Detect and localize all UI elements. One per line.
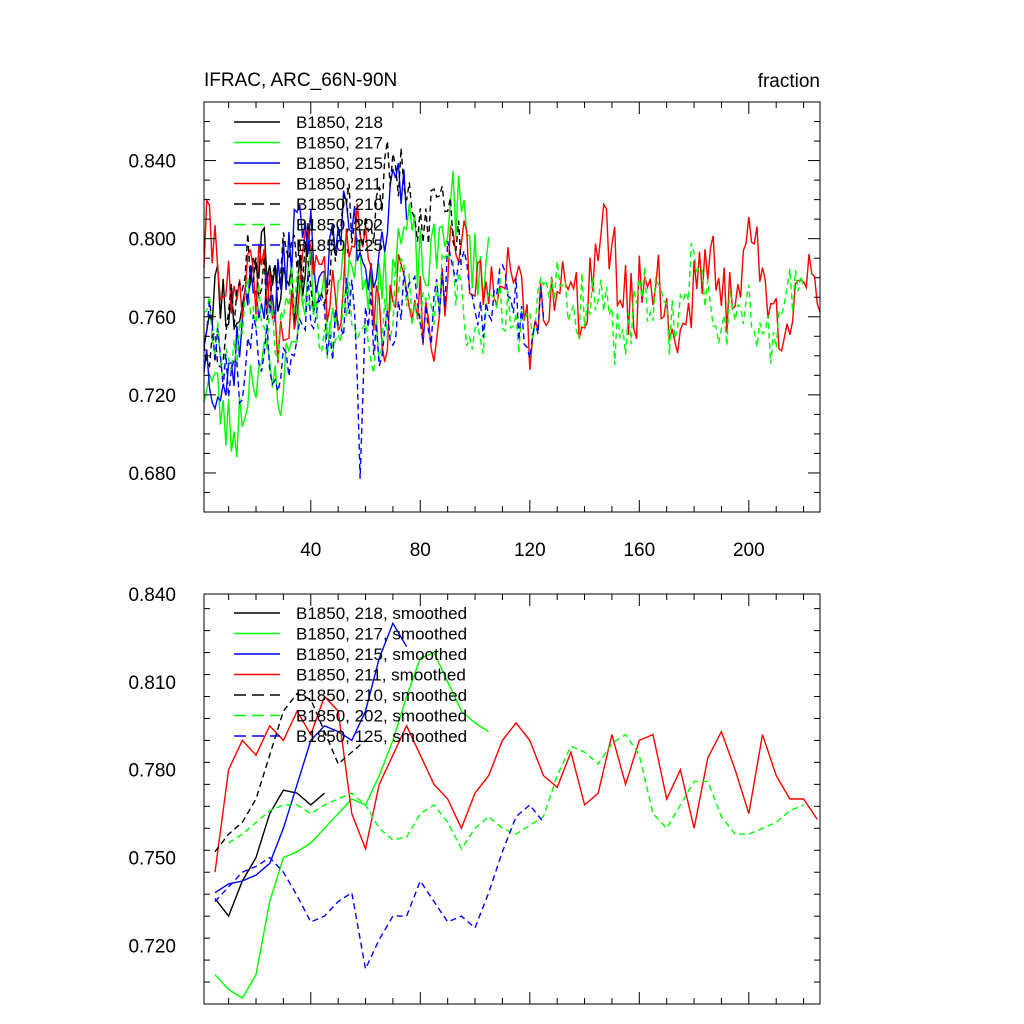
x-tick-label: 40 — [300, 540, 321, 561]
series-line — [203, 240, 545, 479]
series-line — [203, 242, 805, 381]
legend-label: B1850, 211, smoothed — [296, 666, 466, 685]
y-tick-label: 0.780 — [128, 761, 176, 782]
legend-label: B1850, 217, smoothed — [296, 625, 467, 644]
legend-label: B1850, 210, smoothed — [296, 686, 467, 705]
plot-frame — [203, 593, 821, 1005]
x-tick-label: 120 — [514, 540, 546, 561]
series-line — [214, 692, 366, 853]
x-tick-label: 160 — [623, 540, 655, 561]
x-tick-label: 200 — [733, 540, 765, 561]
y-tick-label: 0.750 — [128, 849, 176, 870]
legend-label: B1850, 202, smoothed — [296, 707, 467, 726]
y-tick-label: 0.760 — [128, 308, 176, 329]
plot-frame — [203, 101, 821, 513]
series-line — [214, 651, 490, 1000]
series-line — [203, 170, 490, 458]
series-line — [214, 789, 325, 918]
panel-smoothed: 0.720 0.750 0.780 0.810 0.840 B1850, 218, sm… — [128, 585, 821, 1005]
legend-label: B1850, 125 — [296, 236, 383, 255]
series-line — [203, 197, 821, 370]
y-tick-label: 0.720 — [128, 936, 176, 957]
series-line — [214, 695, 818, 873]
chart-title: IFRAC, ARC_66N-90N — [204, 70, 397, 91]
units-label: fraction — [758, 71, 820, 92]
legend-label: B1850, 125, smoothed — [296, 727, 467, 746]
legend-label: B1850, 211 — [296, 175, 382, 194]
series-line — [214, 621, 408, 894]
panel-raw: IFRAC, ARC_66N-90N fraction 40 80 120 160 20… — [128, 70, 821, 561]
series-line — [203, 162, 408, 411]
y-tick-label: 0.810 — [128, 673, 176, 694]
x-tick-label: 80 — [410, 540, 431, 561]
y-tick-label: 0.800 — [128, 230, 176, 251]
legend-label: B1850, 202 — [296, 216, 383, 235]
series-line — [214, 803, 545, 972]
y-tick-label: 0.720 — [128, 386, 176, 407]
legend-label: B1850, 210 — [296, 195, 383, 214]
legend-label: B1850, 218, smoothed — [296, 604, 467, 623]
legend-label: B1850, 217 — [296, 134, 383, 153]
y-tick-label: 0.840 — [128, 585, 176, 606]
y-tick-label: 0.680 — [128, 464, 176, 485]
series-line — [203, 140, 463, 369]
series-line — [228, 733, 804, 851]
legend-label: B1850, 215 — [296, 154, 383, 173]
y-tick-label: 0.840 — [128, 152, 176, 173]
legend-label: B1850, 215, smoothed — [296, 645, 467, 664]
legend-label: B1850, 218 — [296, 113, 383, 132]
